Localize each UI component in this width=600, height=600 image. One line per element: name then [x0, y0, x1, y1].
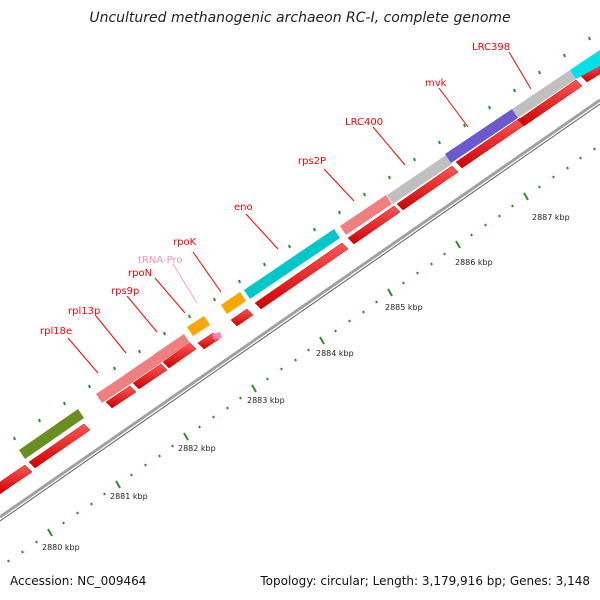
cds-arrow: [230, 308, 254, 327]
gene-label-lrc400: LRC400: [345, 117, 383, 128]
gene-block-mvk: [445, 109, 518, 163]
gene-block-grey: [512, 70, 576, 118]
trna-pro-arrow: [212, 332, 222, 340]
gene-label-trna-pro: tRNA-Pro: [138, 255, 182, 266]
cds-arrow: [254, 242, 349, 310]
gene-block-lrc400: [387, 155, 452, 204]
gene-block-rpl13p: [124, 354, 161, 384]
gene-labels: rpl18e rpl13p rps9p rpoN tRNA-Pro rpoK e…: [40, 42, 510, 337]
gene-label-lrc398: LRC398: [472, 42, 510, 53]
gene-track: [19, 50, 600, 459]
genome-backbone: [0, 98, 600, 522]
inner-tick-row: [7, 147, 596, 563]
tick-label-2883: 2883 kbp: [247, 396, 285, 405]
gene-block-rps9p: [153, 334, 190, 364]
cds-arrow: [396, 165, 459, 211]
gene-block-eno: [244, 229, 340, 299]
tick-label-2882: 2882 kbp: [178, 444, 216, 453]
tick-label-2881: 2881 kbp: [110, 492, 148, 501]
gene-block-rpok: [221, 292, 246, 314]
gene-label-rps9p: rps9p: [111, 286, 139, 297]
gene-block-rps2p: [340, 195, 392, 235]
gene-block-green: [19, 409, 84, 459]
gene-block-cyan: [570, 50, 600, 79]
gene-label-rpl18e: rpl18e: [40, 326, 72, 337]
outer-tick-row: [13, 36, 591, 441]
tick-label-2887: 2887 kbp: [532, 213, 570, 222]
gene-label-rpl13p: rpl13p: [68, 306, 100, 317]
map-title: Uncultured methanogenic archaeon RC-I, c…: [89, 10, 511, 26]
cds-arrow: [0, 464, 33, 495]
accession-text: Accession: NC_009464: [10, 574, 147, 588]
label-leaders: [67, 51, 532, 374]
gene-label-mvk: mvk: [425, 78, 447, 89]
tick-label-2884: 2884 kbp: [316, 349, 354, 358]
cds-arrow: [28, 423, 91, 469]
gene-block-rpl18e: [96, 374, 132, 403]
cds-arrow: [162, 342, 197, 369]
kbp-labels: 2880 kbp 2881 kbp 2882 kbp 2883 kbp 2884…: [42, 213, 570, 552]
tick-label-2886: 2886 kbp: [455, 258, 493, 267]
gene-label-rpon: rpoN: [128, 268, 152, 279]
cds-arrow: [347, 205, 401, 245]
genome-summary-text: Topology: circular; Length: 3,179,916 bp…: [260, 574, 590, 588]
gene-block-rpon: [187, 316, 210, 336]
cds-arrow: [132, 363, 168, 390]
tick-label-2885: 2885 kbp: [385, 303, 423, 312]
gene-label-rpok: rpoK: [173, 237, 197, 248]
gene-label-rps2p: rps2P: [298, 156, 326, 167]
trna-leader: [172, 263, 198, 304]
cds-track: [0, 62, 600, 495]
tick-label-2880: 2880 kbp: [42, 543, 80, 552]
gene-label-eno: eno: [234, 202, 253, 213]
cds-arrow: [105, 385, 137, 409]
cds-arrow: [517, 79, 583, 127]
